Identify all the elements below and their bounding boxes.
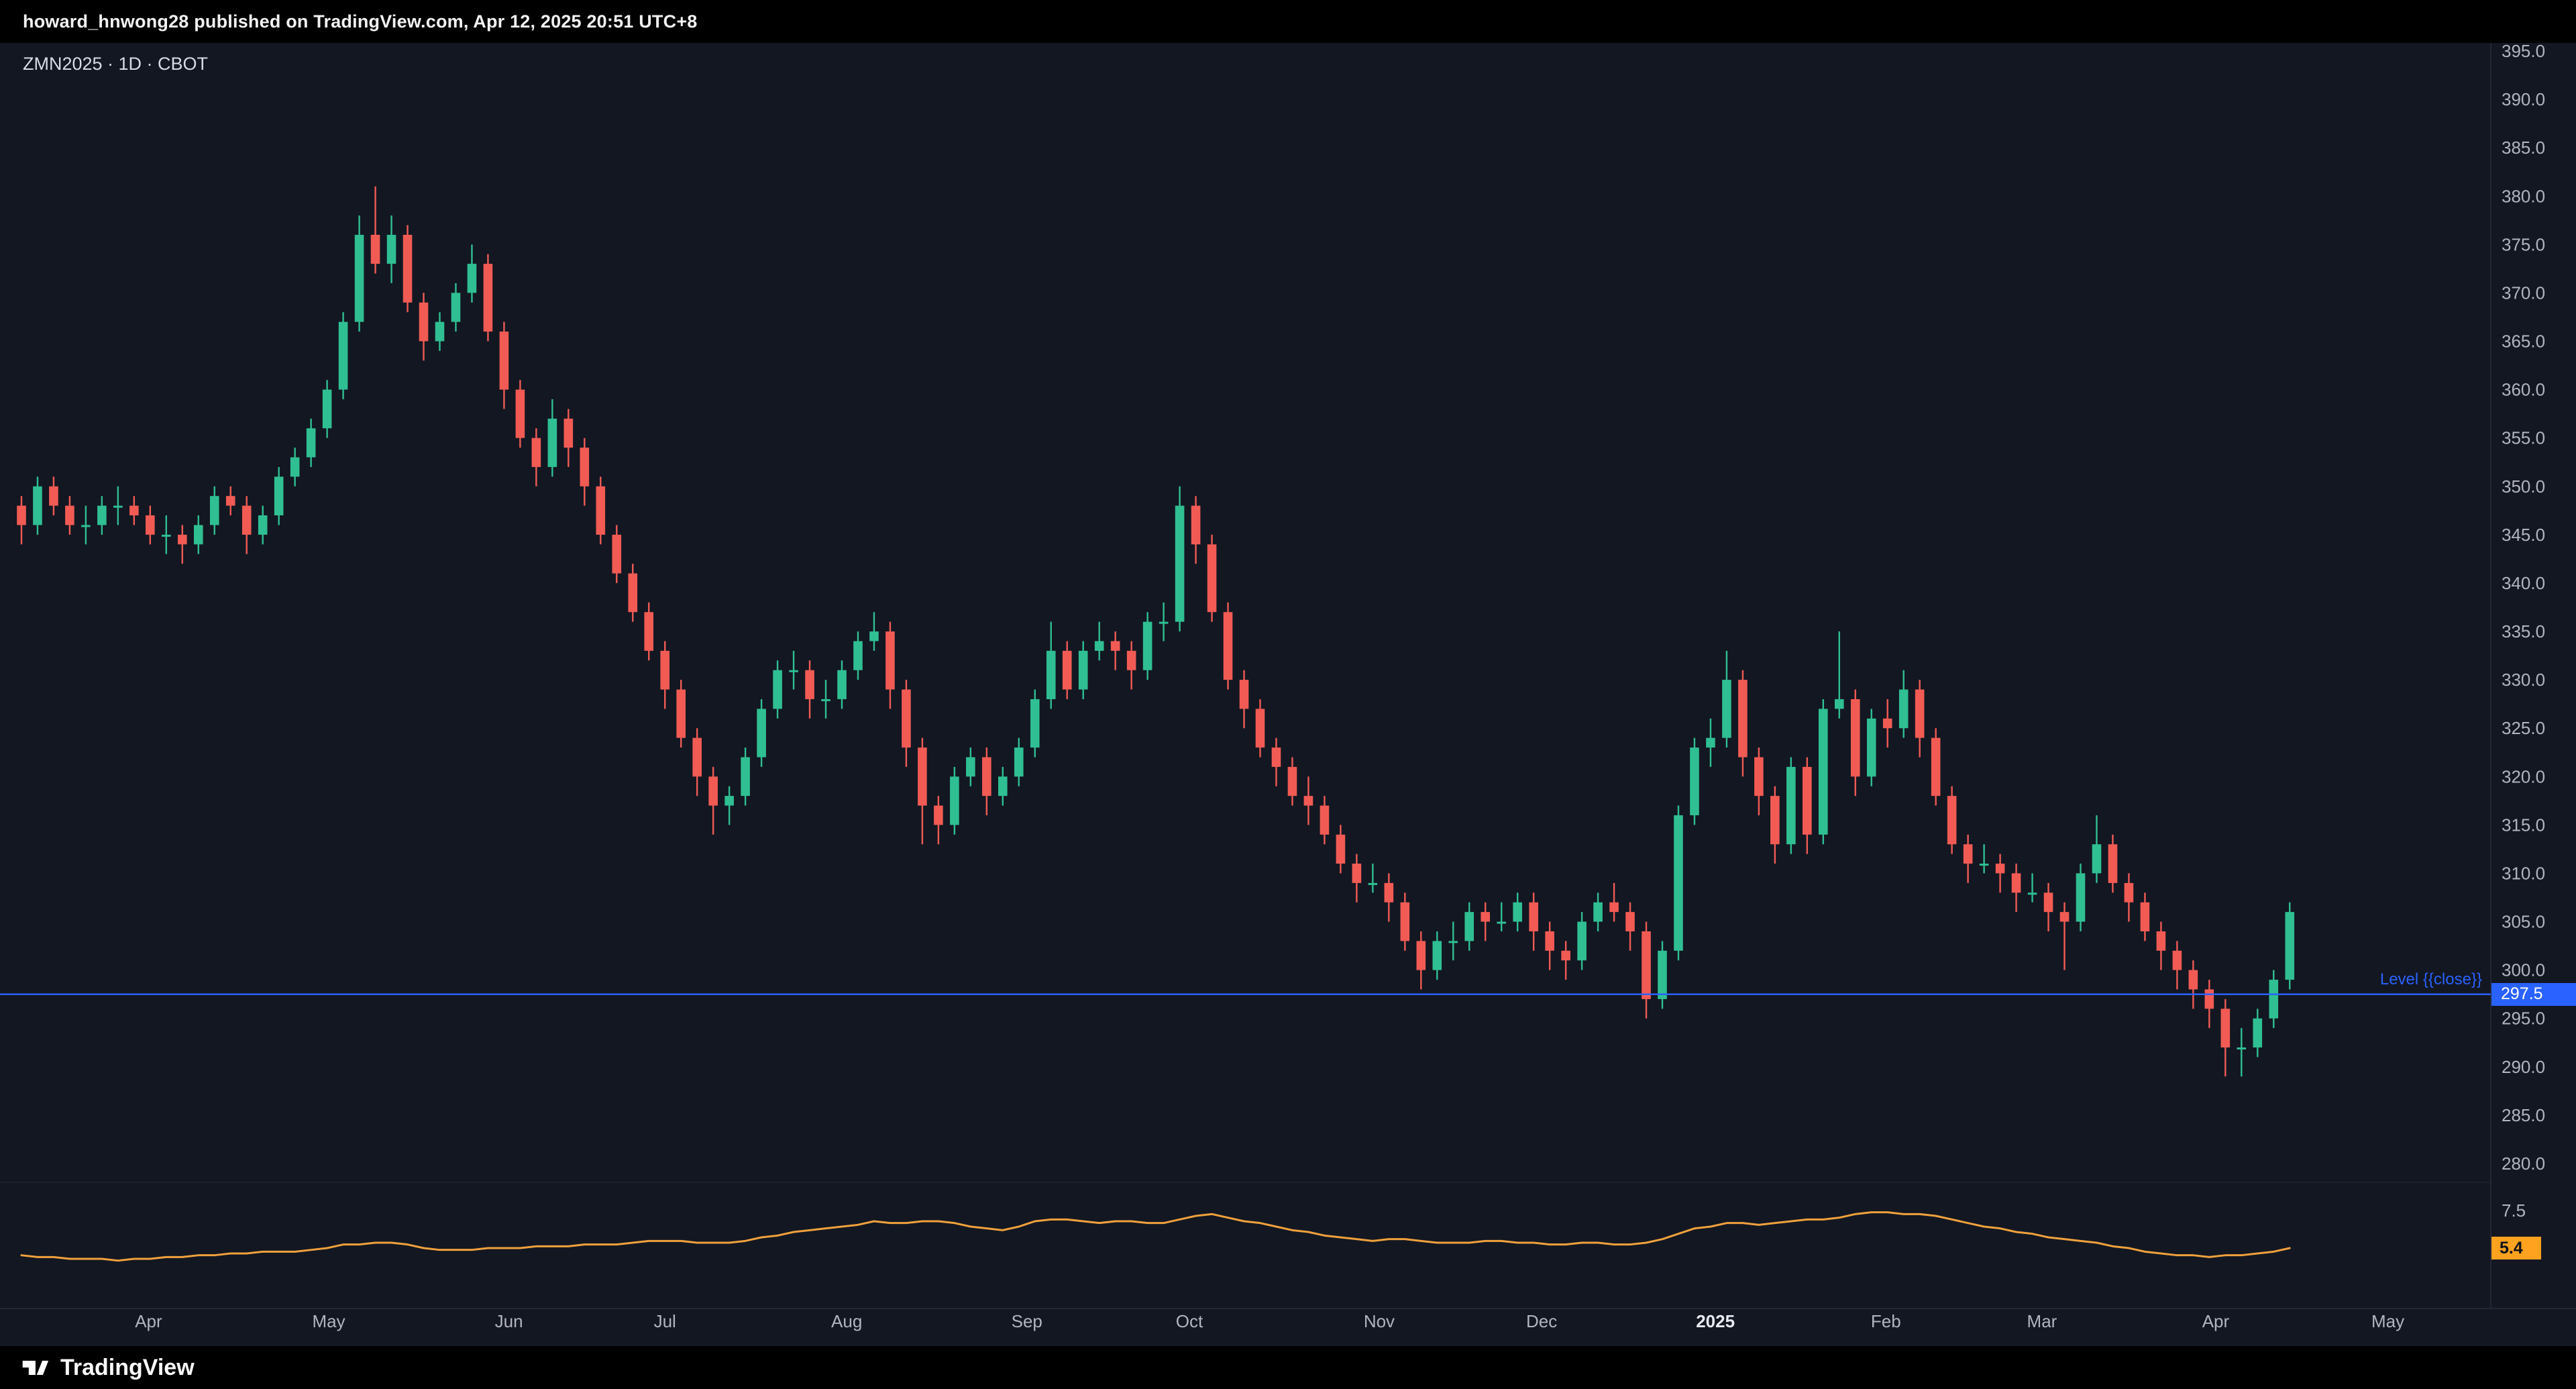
svg-text:380.0: 380.0 [2502,186,2545,206]
candlestick-series [17,186,2295,1077]
svg-text:335.0: 335.0 [2502,621,2545,641]
svg-text:285.0: 285.0 [2502,1105,2545,1125]
svg-text:325.0: 325.0 [2502,718,2545,738]
svg-text:2025: 2025 [1696,1311,1735,1331]
svg-text:350.0: 350.0 [2502,476,2545,497]
svg-text:Nov: Nov [1364,1311,1395,1331]
svg-text:340.0: 340.0 [2502,573,2545,593]
pane-separators [0,43,2576,1309]
time-axis[interactable] [0,1308,2576,1346]
svg-text:Apr: Apr [2202,1311,2230,1331]
price-axis[interactable] [2491,43,2576,1308]
svg-text:Apr: Apr [135,1311,162,1331]
tradingview-logo[interactable] [20,1353,50,1382]
svg-text:300.0: 300.0 [2502,960,2545,980]
svg-text:360.0: 360.0 [2502,380,2545,400]
svg-text:Oct: Oct [1176,1311,1203,1331]
svg-text:395.0: 395.0 [2502,43,2545,61]
svg-text:280.0: 280.0 [2502,1153,2545,1174]
symbol-legend[interactable]: ZMN2025 · 1D · CBOT [23,54,209,74]
footer-bar: TradingView [0,1346,2576,1389]
svg-text:7.5: 7.5 [2502,1200,2526,1221]
svg-text:Aug: Aug [831,1311,862,1331]
svg-text:330.0: 330.0 [2502,670,2545,690]
level-price-badge: 297.5 [2491,982,2576,1006]
svg-text:May: May [2371,1311,2404,1331]
svg-text:385.0: 385.0 [2502,138,2545,158]
top-attribution-bar: howard_hnwong28 published on TradingView… [0,0,2576,43]
published-line: howard_hnwong28 published on TradingView… [23,11,698,32]
svg-text:355.0: 355.0 [2502,428,2545,448]
level-line-label[interactable]: Level {{close}} [2379,970,2482,988]
price-chart-canvas[interactable]: 395.0 390.0 385.0 380.0 375.0 370.0 365.0 360.0… [0,43,2576,1346]
svg-text:390.0: 390.0 [2502,89,2545,109]
svg-text:Mar: Mar [2027,1311,2057,1331]
indicator-line-series [20,1211,2291,1262]
indicator-value-badge: 5.4 [2491,1237,2541,1259]
svg-text:320.0: 320.0 [2502,766,2545,786]
svg-text:305.0: 305.0 [2502,912,2545,932]
svg-text:365.0: 365.0 [2502,331,2545,352]
tradingview-wordmark[interactable]: TradingView [60,1354,195,1380]
svg-text:345.0: 345.0 [2502,525,2545,545]
svg-text:295.0: 295.0 [2502,1009,2545,1029]
svg-text:Dec: Dec [1526,1311,1557,1331]
svg-text:Feb: Feb [1871,1311,1901,1331]
svg-text:May: May [312,1311,345,1331]
svg-text:Jun: Jun [495,1311,523,1331]
svg-text:375.0: 375.0 [2502,234,2545,254]
price-axis-ticks: 395.0 390.0 385.0 380.0 375.0 370.0 365.0 360.0… [2502,43,2545,1221]
svg-text:Jul: Jul [654,1311,676,1331]
svg-text:315.0: 315.0 [2502,815,2545,835]
time-axis-ticks: Apr May Jun Jul Aug Sep Oct Nov Dec 2025 Feb Mar Apr… [135,1311,2404,1331]
svg-text:Sep: Sep [1012,1311,1042,1331]
svg-text:310.0: 310.0 [2502,863,2545,883]
svg-text:370.0: 370.0 [2502,282,2545,303]
svg-text:290.0: 290.0 [2502,1057,2545,1077]
chart-container: 395.0 390.0 385.0 380.0 375.0 370.0 365.0 360.0… [0,43,2576,1346]
